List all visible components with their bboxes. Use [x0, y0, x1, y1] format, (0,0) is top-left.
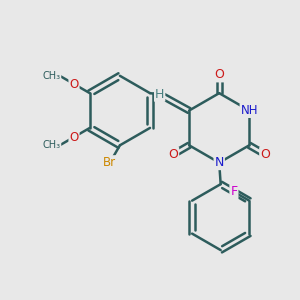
Text: O: O — [214, 68, 224, 81]
Text: H: H — [155, 88, 164, 101]
Text: O: O — [168, 148, 178, 161]
Text: O: O — [69, 130, 79, 143]
Text: O: O — [69, 77, 79, 91]
Text: N: N — [214, 156, 224, 169]
Text: CH₃: CH₃ — [43, 71, 61, 81]
Text: F: F — [230, 185, 238, 198]
Text: CH₃: CH₃ — [43, 140, 61, 150]
Text: Br: Br — [103, 156, 116, 169]
Text: NH: NH — [241, 104, 258, 117]
Text: O: O — [260, 148, 270, 161]
